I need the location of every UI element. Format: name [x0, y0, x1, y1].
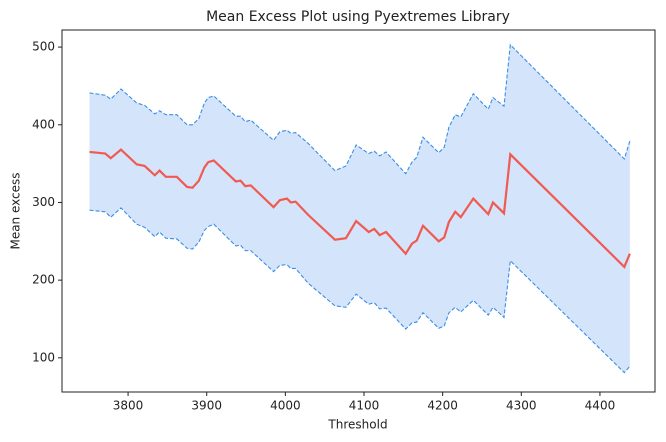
y-tick-label: 200 [32, 273, 55, 287]
x-tick-label: 3900 [191, 399, 222, 413]
ci-line [89, 43, 631, 175]
x-tick-label: 4200 [427, 399, 458, 413]
x-tick-label: 4400 [585, 399, 616, 413]
confidence-band [89, 44, 630, 373]
x-tick-label: 3800 [113, 399, 144, 413]
plot-frame [61, 29, 656, 393]
mean-line [89, 148, 631, 269]
x-tick-label: 4000 [270, 399, 301, 413]
x-axis-label: Threshold [327, 418, 387, 432]
y-tick-label: 100 [32, 350, 55, 364]
x-tick-label: 4300 [506, 399, 537, 413]
y-axis-label: Mean excess [9, 172, 23, 249]
y-tick-label: 500 [32, 40, 55, 54]
chart-title: Mean Excess Plot using Pyextremes Librar… [206, 9, 510, 25]
y-tick-label: 400 [32, 117, 55, 131]
x-tick-label: 4100 [349, 399, 380, 413]
y-tick-label: 300 [32, 195, 55, 209]
ci-line [89, 207, 631, 374]
